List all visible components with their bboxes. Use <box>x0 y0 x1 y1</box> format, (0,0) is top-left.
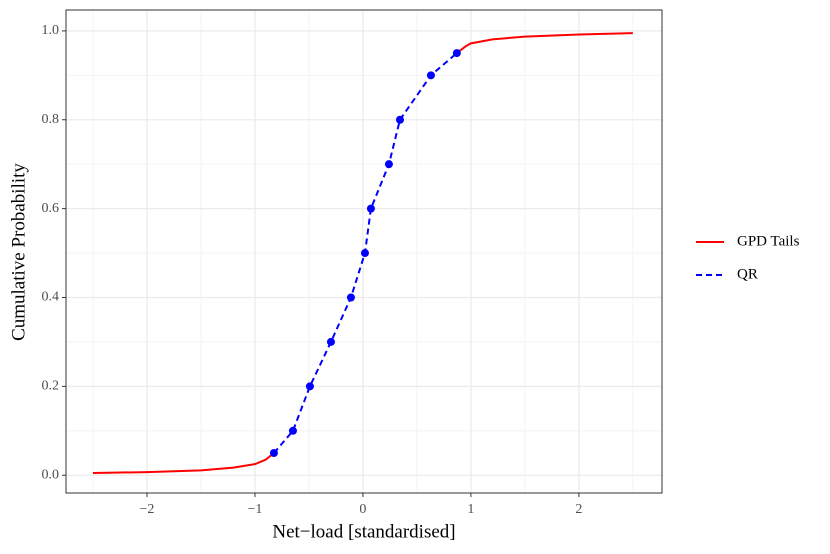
series-line <box>92 32 633 474</box>
data-point <box>360 249 369 258</box>
data-point <box>366 204 375 213</box>
data-point <box>269 449 278 458</box>
data-point <box>426 71 435 80</box>
x-tick-label: −2 <box>140 502 155 517</box>
data-point <box>326 337 335 346</box>
data-point <box>384 160 393 169</box>
y-tick-label: 0.2 <box>42 379 60 394</box>
y-tick-label: 0.4 <box>42 290 60 305</box>
plot-border <box>65 9 663 494</box>
data-point <box>395 115 404 124</box>
data-point <box>288 426 297 435</box>
y-tick-label: 0.6 <box>42 201 60 216</box>
y-tick-label: 0.8 <box>42 112 60 127</box>
y-tick-label: 0.0 <box>42 467 60 482</box>
x-tick-label: 0 <box>359 502 366 517</box>
x-tick-label: −1 <box>247 502 262 517</box>
x-tick-label: 2 <box>575 502 582 517</box>
data-point <box>346 293 355 302</box>
x-axis-title: Net−load [standardised] <box>272 521 455 542</box>
data-point <box>452 49 461 58</box>
y-tick-label: 1.0 <box>42 23 60 38</box>
legend-label: GPD Tails <box>737 233 800 249</box>
y-axis-title: Cumulative Probability <box>8 163 29 341</box>
x-tick-label: 1 <box>467 502 474 517</box>
data-point <box>305 382 314 391</box>
legend-label: QR <box>737 266 758 282</box>
